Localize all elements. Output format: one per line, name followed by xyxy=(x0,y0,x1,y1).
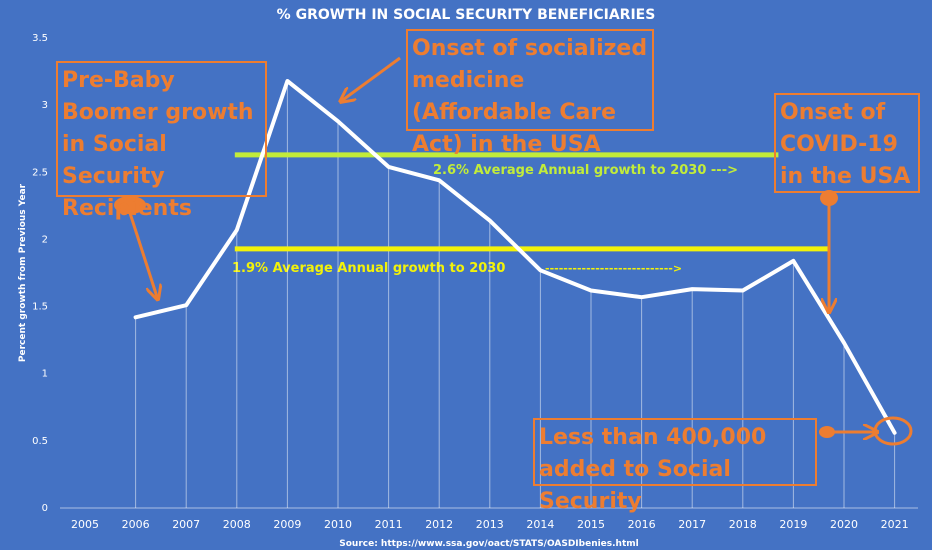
x-tick-label: 2005 xyxy=(71,518,99,531)
y-tick-label: 0 xyxy=(42,503,48,514)
x-tick-label: 2010 xyxy=(324,518,352,531)
reference-line-label-2-6: 2.6% Average Annual growth to 2030 ---> xyxy=(433,163,738,178)
y-axis-label: Percent growth from Previous Year xyxy=(18,183,28,362)
y-tick-label: 1 xyxy=(42,369,48,380)
y-tick-label: 2.5 xyxy=(32,167,48,178)
x-tick-label: 2014 xyxy=(526,518,554,531)
y-tick-label: 3 xyxy=(42,100,48,111)
annotation-covid-19: Onset of COVID-19 in the USA xyxy=(774,93,920,193)
arrow-affordable-care-act xyxy=(340,56,401,102)
x-tick-label: 2017 xyxy=(678,518,706,531)
annotation-pre-baby-boomer: Pre-Baby Boomer growth in Social Securit… xyxy=(56,61,267,221)
annotation-dot-covid-19 xyxy=(820,190,838,206)
x-tick-label: 2006 xyxy=(122,518,150,531)
arrow-pre-baby-boomer xyxy=(128,212,158,300)
annotation-dot-less-than-400000 xyxy=(819,426,835,438)
x-tick-label: 2015 xyxy=(577,518,605,531)
x-tick-label: 2018 xyxy=(729,518,757,531)
x-tick-label: 2011 xyxy=(375,518,403,531)
series-line xyxy=(133,79,897,435)
annotation-affordable-care-act-text: Onset of socialized medicine (Affordable… xyxy=(412,36,648,157)
drop-lines xyxy=(135,80,896,508)
x-tick-label: 2013 xyxy=(476,518,504,531)
y-tick-label: 3.5 xyxy=(32,33,48,44)
x-tick-label: 2012 xyxy=(425,518,453,531)
annotation-dot-pre-baby-boomer xyxy=(114,196,146,214)
reference-lines xyxy=(234,152,829,252)
y-tick-label: 1.5 xyxy=(32,302,48,313)
annotation-affordable-care-act: Onset of socialized medicine (Affordable… xyxy=(406,29,654,157)
chart-title: % GROWTH IN SOCIAL SECURITY BENEFICIARIE… xyxy=(277,7,656,23)
x-tick-label: 2007 xyxy=(172,518,200,531)
annotation-less-than-400000: Less than 400,000 added to Social Securi… xyxy=(533,418,817,514)
y-tick-label: 0.5 xyxy=(32,436,48,447)
reference-line-arrow-1-9: ----------------------------> xyxy=(545,262,682,275)
x-tick-label: 2021 xyxy=(881,518,909,531)
source-note: Source: https://www.ssa.gov/oact/STATS/O… xyxy=(339,539,638,549)
axes: 0 0.5 1 1.5 2 2.5 3 3.5 2005 2006 2007 2008 2009 2010… xyxy=(32,33,918,531)
x-tick-label: 2019 xyxy=(779,518,807,531)
x-tick-label: 2016 xyxy=(628,518,656,531)
annotation-pre-baby-boomer-text: Pre-Baby Boomer growth in Social Securit… xyxy=(62,68,254,221)
x-tick-label: 2020 xyxy=(830,518,858,531)
annotation-covid-19-text: Onset of COVID-19 in the USA xyxy=(780,100,911,189)
series xyxy=(133,79,897,435)
x-tick-label: 2008 xyxy=(223,518,251,531)
annotation-less-than-400000-text: Less than 400,000 added to Social Securi… xyxy=(539,425,767,514)
y-tick-label: 2 xyxy=(42,234,48,245)
highlight-circle-2021 xyxy=(873,416,913,446)
x-tick-label: 2009 xyxy=(273,518,301,531)
reference-line-label-1-9: 1.9% Average Annual growth to 2030 xyxy=(232,261,505,276)
annotation-arrows xyxy=(114,56,913,446)
